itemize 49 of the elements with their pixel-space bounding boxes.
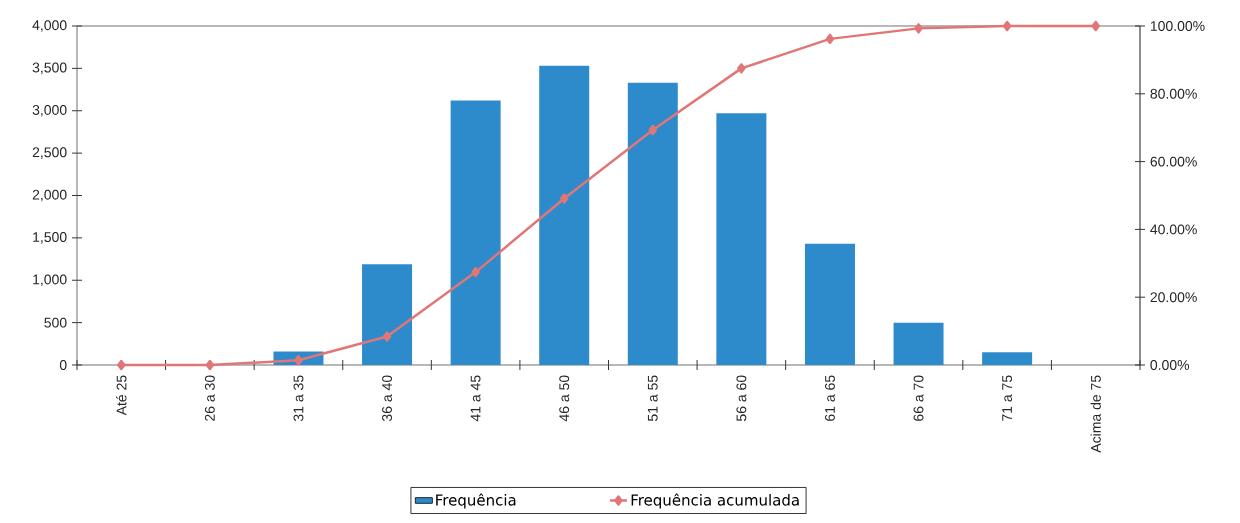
y-tick-label: 3,000 <box>32 104 67 117</box>
legend-label: Frequência <box>436 493 516 509</box>
y2-tick-label: 80.00% <box>1150 88 1197 99</box>
point <box>737 63 746 74</box>
y-tick-label: 1,000 <box>33 274 67 287</box>
bar <box>627 82 678 365</box>
x-tick-label: 56 a 60 <box>736 375 747 422</box>
y2-tick-label: 100.00% <box>1150 21 1205 31</box>
y2-tick-label: 60.00% <box>1150 156 1197 167</box>
point <box>825 33 835 45</box>
x-tick-label: 46 a 50 <box>559 375 570 422</box>
bar <box>362 264 413 365</box>
y2-tick-label: 0.00% <box>1150 360 1190 370</box>
x-tick-label: 36 a 40 <box>382 375 392 422</box>
point <box>294 355 303 366</box>
x-tick-label: 61 a 65 <box>825 375 835 421</box>
x-tick-label: 31 a 35 <box>293 375 304 422</box>
y-tick-label: 1,500 <box>33 232 67 244</box>
y2-tick-label: 40.00% <box>1150 224 1197 235</box>
bar <box>893 322 944 365</box>
bar <box>716 113 767 365</box>
point <box>559 193 569 204</box>
x-tick-label: 26 a 30 <box>204 375 215 421</box>
point <box>1091 20 1100 32</box>
bar <box>982 352 1033 365</box>
y-tick-label: 4,000 <box>32 20 67 32</box>
point <box>205 359 215 371</box>
x-tick-label: 41 a 45 <box>470 375 481 422</box>
point <box>382 331 392 342</box>
point <box>648 124 658 136</box>
legend-label: Frequência acumulada <box>631 493 799 509</box>
y-tick-label: 500 <box>44 317 67 328</box>
x-tick-label: 51 a 55 <box>647 375 658 422</box>
point <box>914 23 923 34</box>
point <box>471 266 480 278</box>
bar <box>450 100 501 365</box>
point <box>1002 20 1012 32</box>
x-tick-label: Até 25 <box>116 375 127 416</box>
y-tick-label: 3,500 <box>32 62 67 75</box>
y-tick-label: 2,000 <box>32 189 67 202</box>
point <box>117 359 126 371</box>
y-tick-label: 0 <box>59 360 67 370</box>
y2-tick-label: 20.00% <box>1150 292 1197 303</box>
bar <box>804 243 855 365</box>
x-tick-label: Acima de 75 <box>1090 375 1101 453</box>
y-tick-label: 2,500 <box>32 147 67 159</box>
bar <box>539 65 590 365</box>
x-tick-label: 71 a 75 <box>1002 375 1013 421</box>
x-tick-label: 66 a 70 <box>913 375 924 421</box>
